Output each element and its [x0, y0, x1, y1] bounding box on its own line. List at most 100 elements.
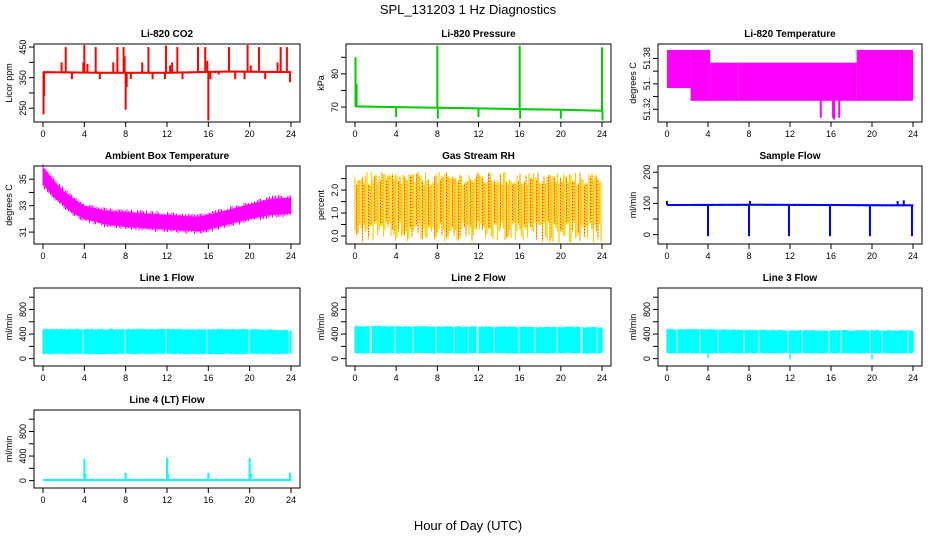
y-tick-label: 31: [18, 227, 28, 237]
y-axis-label: degrees C: [628, 62, 638, 104]
y-tick-label: 0: [18, 356, 28, 361]
y-tick-label: 33: [18, 201, 28, 211]
x-tick-label: 12: [785, 373, 795, 383]
x-tick-label: 24: [908, 129, 918, 139]
x-tick-label: 20: [556, 251, 566, 261]
y-tick-label: 800: [18, 424, 28, 439]
x-tick-label: 20: [556, 129, 566, 139]
x-tick-label: 8: [123, 373, 128, 383]
x-tick-label: 12: [162, 129, 172, 139]
panel-sample-flow: Sample Flow 0 4 8 12 16 20 24 0 100 200 ml/min: [628, 151, 923, 261]
x-tick-label: 4: [82, 251, 87, 261]
x-tick-label: 4: [705, 251, 710, 261]
x-tick-label: 16: [826, 129, 836, 139]
x-tick-label: 12: [473, 129, 483, 139]
series-baseline: [666, 203, 914, 207]
x-tick-label: 0: [40, 251, 45, 261]
x-tick-label: 24: [286, 373, 296, 383]
x-tick-label: 0: [352, 129, 357, 139]
x-tick-label: 8: [435, 129, 440, 139]
x-tick-label: 8: [746, 373, 751, 383]
y-tick-label: 2.0: [330, 184, 340, 197]
x-tick-label: 16: [515, 251, 525, 261]
panel-line-1-flow: Line 1 Flow 0 4 8 12 16 20 24 0 400 800 ml/min: [4, 273, 301, 383]
y-axis-label: ml/min: [628, 192, 638, 219]
panel-line-2-flow: Line 2 Flow 0 4 8 12 16 20 24 0 400 800 ml/min: [316, 273, 612, 383]
x-tick-label: 8: [123, 495, 128, 505]
x-tick-label: 16: [203, 495, 213, 505]
panel-gas-stream-rh: Gas Stream RH 0 4 8 12 16 20 24 0.0 1.0 2.0 percent: [316, 151, 612, 261]
y-tick-label: 0: [18, 478, 28, 483]
series-marks: [42, 328, 292, 355]
x-tick-label: 24: [286, 129, 296, 139]
y-tick-label: 250: [18, 101, 28, 116]
x-tick-label: 20: [867, 129, 877, 139]
x-tick-label: 0: [664, 129, 669, 139]
y-tick-label: 800: [330, 302, 340, 317]
x-tick-label: 4: [394, 129, 399, 139]
x-tick-label: 8: [435, 373, 440, 383]
series-band-segment: [899, 49, 913, 101]
y-tick-label: 400: [18, 327, 28, 342]
x-tick-label: 8: [435, 251, 440, 261]
x-tick-label: 24: [286, 251, 296, 261]
series-marks: [42, 45, 292, 121]
x-tick-label: 12: [473, 373, 483, 383]
x-tick-label: 20: [245, 251, 255, 261]
x-tick-label: 12: [162, 495, 172, 505]
x-tick-label: 12: [473, 251, 483, 261]
panel-title: Gas Stream RH: [442, 151, 515, 162]
x-tick-label: 24: [286, 495, 296, 505]
series-points: [356, 174, 599, 241]
x-tick-label: 20: [245, 495, 255, 505]
series-marks: [42, 457, 292, 481]
panel-li-820-temperature: Li-820 Temperature 0 4 8 12 16 20 24 51.32 51. 51.…: [628, 29, 923, 139]
series-marks: [667, 49, 913, 120]
panel-title: Li-820 Temperature: [744, 29, 836, 40]
y-tick-label: 100: [642, 196, 652, 211]
x-tick-label: 12: [162, 251, 172, 261]
series-marks: [354, 45, 604, 121]
panel-li-820-co2: Li-820 CO2 0 4 8 12 16 20 24 250 350 450 Licor ppm: [4, 29, 301, 139]
y-axis-label: Licor ppm: [4, 63, 14, 103]
x-tick-label: 0: [40, 129, 45, 139]
x-tick-label: 16: [826, 373, 836, 383]
y-tick-label: 400: [18, 449, 28, 464]
panel-ambient-box-temperature: Ambient Box Temperature 0 4 8 12 16 20 24 31 33 35…: [4, 151, 301, 261]
y-tick-label: 51.38: [642, 47, 652, 70]
x-tick-label: 24: [908, 373, 918, 383]
x-tick-label: 0: [40, 495, 45, 505]
x-tick-label: 12: [785, 251, 795, 261]
figure-title: SPL_131203 1 Hz Diagnostics: [379, 2, 557, 17]
x-tick-label: 12: [162, 373, 172, 383]
y-tick-label: 70: [330, 102, 340, 112]
x-tick-label: 20: [245, 373, 255, 383]
y-tick-label: 51.: [642, 78, 652, 91]
x-tick-label: 0: [40, 373, 45, 383]
y-tick-label: 80: [330, 69, 340, 79]
x-tick-label: 16: [826, 251, 836, 261]
x-tick-label: 24: [597, 373, 607, 383]
series-marks: [354, 171, 602, 243]
panel-title: Li-820 CO2: [141, 29, 194, 40]
x-tick-label: 4: [705, 129, 710, 139]
x-tick-label: 12: [785, 129, 795, 139]
panel-title: Line 4 (LT) Flow: [129, 395, 205, 406]
x-tick-label: 0: [352, 251, 357, 261]
x-tick-label: 16: [515, 373, 525, 383]
y-tick-label: 350: [18, 70, 28, 85]
y-axis-label: degrees C: [4, 184, 14, 226]
y-tick-label: 51.32: [642, 98, 652, 121]
y-axis-label: ml/min: [316, 314, 326, 341]
y-tick-label: 800: [18, 302, 28, 317]
x-tick-label: 4: [82, 373, 87, 383]
y-axis-label: ml/min: [4, 314, 14, 341]
panel-line-3-flow: Line 3 Flow 0 4 8 12 16 20 24 0 400 800 ml/min: [628, 273, 923, 383]
series-band-segment: [856, 49, 900, 101]
series-marks: [666, 200, 914, 237]
x-axis-common-label: Hour of Day (UTC): [413, 518, 523, 533]
x-tick-label: 0: [352, 373, 357, 383]
x-tick-label: 4: [82, 495, 87, 505]
series-marks: [666, 328, 914, 360]
x-tick-label: 8: [123, 251, 128, 261]
